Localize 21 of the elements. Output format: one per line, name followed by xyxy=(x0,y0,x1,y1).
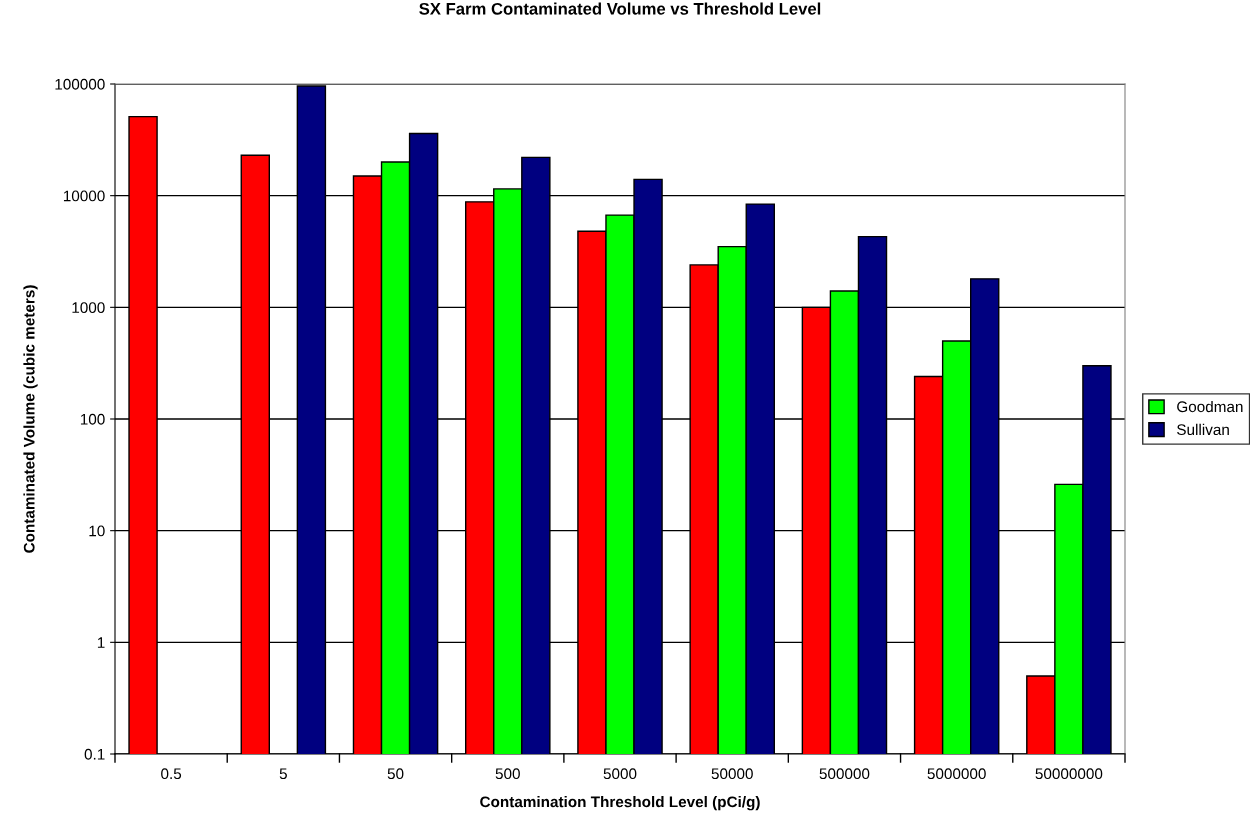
y-tick-label: 100000 xyxy=(55,78,105,90)
y-tick-label: 10000 xyxy=(63,190,105,202)
y-tick-label: 0.1 xyxy=(84,748,105,760)
x-tick-label: 50 xyxy=(387,768,404,780)
y-tick-label: 10 xyxy=(89,525,105,537)
y-tick-label: 1000 xyxy=(72,302,105,314)
x-tick-label: 50000000 xyxy=(1035,768,1103,780)
y-tick-label: 100 xyxy=(80,413,105,425)
x-tick-label: 5000000 xyxy=(927,768,986,780)
y-tick-label: 1 xyxy=(97,637,105,648)
x-tick-label: 50000 xyxy=(711,768,753,780)
x-tick-label: 500000 xyxy=(819,768,870,780)
legend-label: Sullivan xyxy=(1177,423,1229,436)
x-tick-label: 500 xyxy=(495,768,520,780)
y-axis-title: Contaminated Volume (cubic meters) xyxy=(23,285,38,553)
x-tick-label: 5 xyxy=(279,768,287,780)
chart-title: SX Farm Contaminated Volume vs Threshold Level xyxy=(419,2,821,15)
legend-label: Goodman xyxy=(1177,400,1243,413)
x-axis-title: Contamination Threshold Level (pCi/g) xyxy=(480,796,760,811)
x-tick-label: 5000 xyxy=(603,768,637,780)
x-tick-label: 0.5 xyxy=(161,768,182,780)
